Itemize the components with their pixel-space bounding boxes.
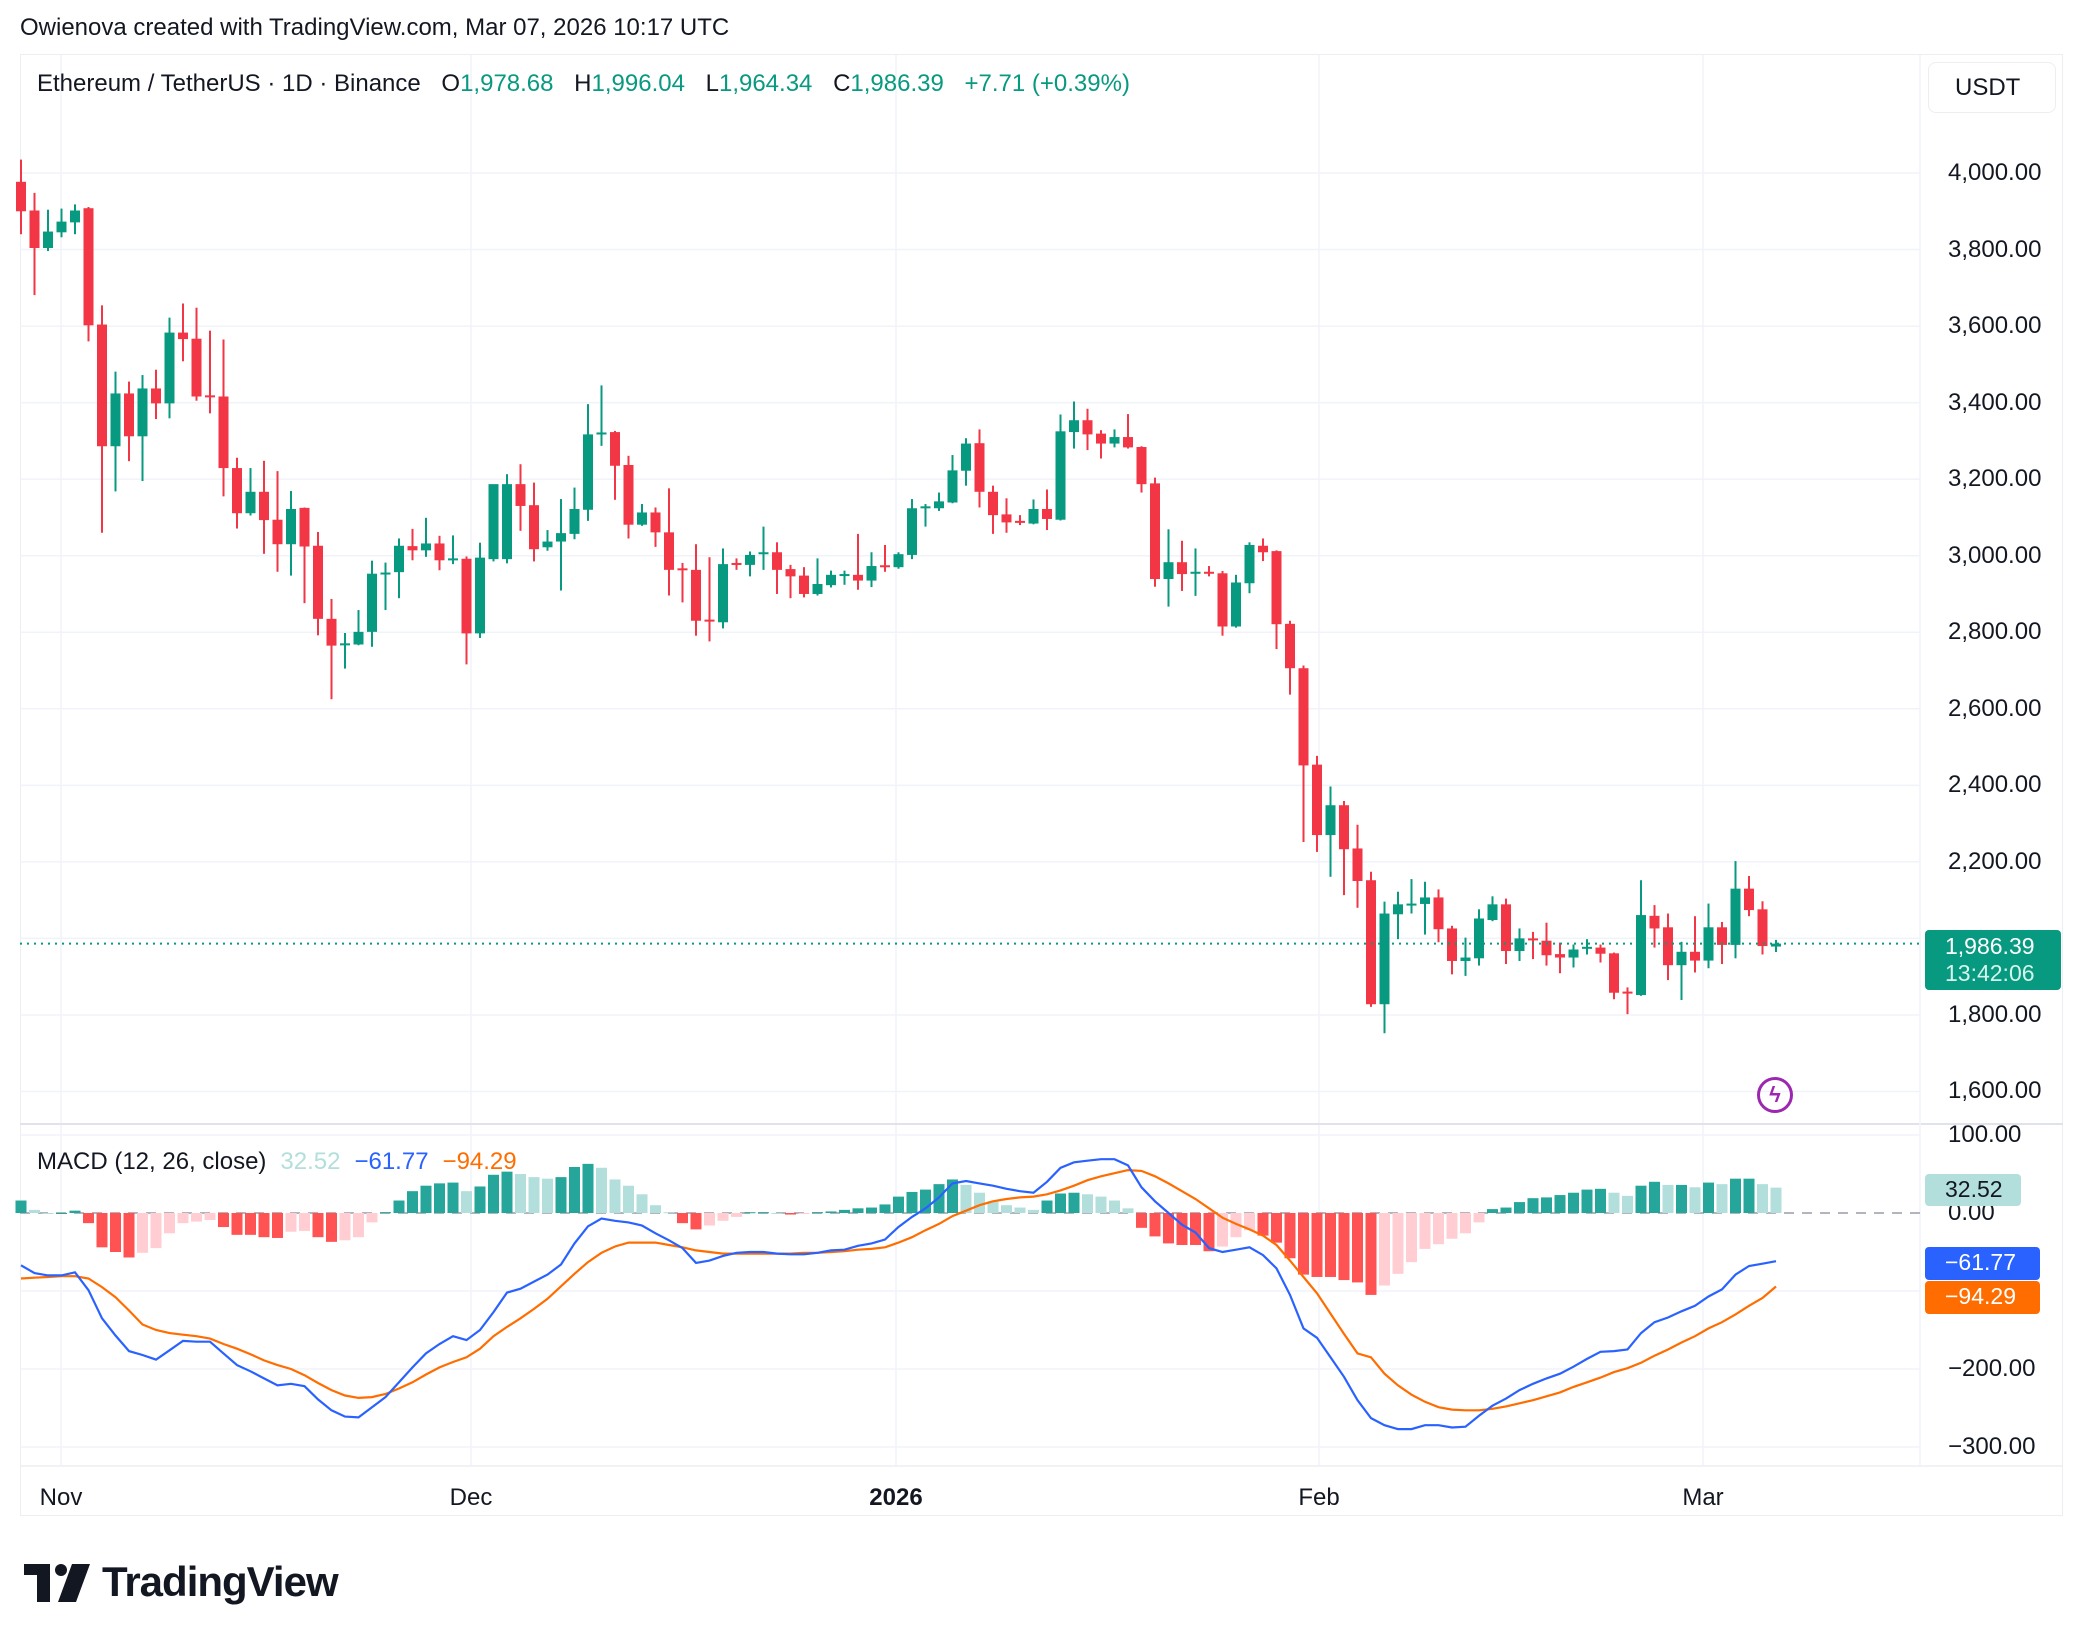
macd-tick: 100.00 <box>1948 1121 2022 1148</box>
macd-line-value: −61.77 <box>354 1148 429 1175</box>
symbol-title[interactable]: Ethereum / TetherUS · 1D · Binance <box>37 70 421 97</box>
open-value: 1,978.68 <box>460 70 554 97</box>
tradingview-logo[interactable]: TradingView <box>24 1558 339 1605</box>
macd-histogram <box>15 1163 1782 1295</box>
macd-signal-value: −94.29 <box>442 1148 517 1175</box>
price-tick: 3,200.00 <box>1948 465 2042 493</box>
bar-countdown: 13:42:06 <box>1945 960 2035 986</box>
symbol-legend: Ethereum / TetherUS · 1D · Binance O1,97… <box>37 70 1130 98</box>
high-label: H <box>574 70 592 97</box>
price-tick: 1,800.00 <box>1948 1000 2042 1028</box>
macd-hist-value: 32.52 <box>280 1148 341 1175</box>
macd-badge: −61.77 <box>1925 1247 2040 1280</box>
price-tick: 3,400.00 <box>1948 388 2042 416</box>
macd-tick: −300.00 <box>1948 1433 2036 1460</box>
change-value: +7.71 (+0.39%) <box>964 70 1130 97</box>
low-label: L <box>705 70 719 97</box>
currency-button[interactable]: USDT <box>1928 62 2056 113</box>
low-value: 1,964.34 <box>718 70 813 97</box>
hist-badge: 32.52 <box>1925 1174 2021 1206</box>
brand-wordmark: TradingView <box>102 1558 339 1605</box>
price-tick: 3,800.00 <box>1948 235 2042 263</box>
price-tick: 2,400.00 <box>1948 771 2042 799</box>
signal-badge: −94.29 <box>1925 1281 2040 1314</box>
close-value: 1,986.39 <box>850 70 944 97</box>
last-price: 1,986.39 <box>1945 933 2035 959</box>
macd-legend: MACD (12, 26, close) 32.52 −61.77 −94.29 <box>37 1148 517 1176</box>
watermark-caption: Owienova created with TradingView.com, M… <box>20 14 730 41</box>
close-label: C <box>833 70 851 97</box>
time-tick: Mar <box>1682 1484 1724 1511</box>
time-tick: Feb <box>1298 1484 1340 1511</box>
price-tick: 3,000.00 <box>1948 541 2042 569</box>
last-price-badge: 1,986.39 13:42:06 <box>1925 930 2061 990</box>
signal-line <box>20 1168 1777 1412</box>
price-tick: 2,200.00 <box>1948 847 2042 875</box>
price-tick: 2,600.00 <box>1948 694 2042 722</box>
tradingview-logo-icon <box>24 1564 90 1602</box>
time-tick: Nov <box>39 1484 83 1511</box>
price-tick: 2,800.00 <box>1948 618 2042 646</box>
high-value: 1,996.04 <box>591 70 685 97</box>
time-tick: Dec <box>449 1484 493 1511</box>
macd-title[interactable]: MACD (12, 26, close) <box>37 1148 267 1175</box>
open-label: O <box>441 70 461 97</box>
macd-tick: −200.00 <box>1948 1355 2036 1382</box>
lightning-icon[interactable]: ϟ <box>1757 1077 1793 1113</box>
price-tick: 1,600.00 <box>1948 1077 2042 1105</box>
price-tick: 3,600.00 <box>1948 312 2042 340</box>
time-tick: 2026 <box>869 1484 923 1511</box>
candles <box>16 159 1781 1034</box>
price-tick: 4,000.00 <box>1948 159 2042 186</box>
macd-line <box>20 1158 1777 1431</box>
